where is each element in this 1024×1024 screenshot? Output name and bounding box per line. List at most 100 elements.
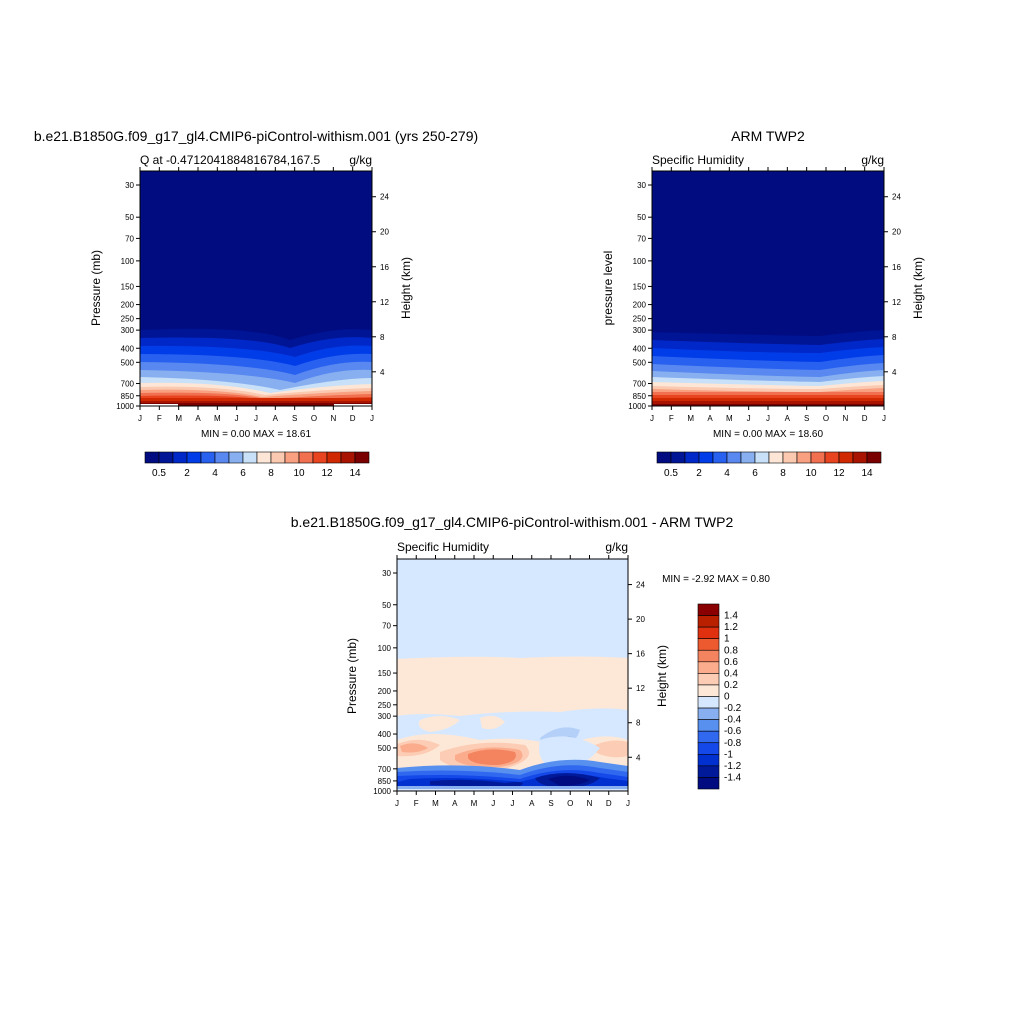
- pressure-tick-label: 1000: [373, 787, 391, 796]
- month-tick-label: M: [432, 799, 439, 808]
- colorbar-label: 1: [724, 634, 730, 645]
- colorbar-swatch: [242, 451, 258, 464]
- colorbar-swatch: [697, 615, 720, 628]
- month-tick-label: J: [254, 414, 258, 423]
- colorbar-label: -0.2: [724, 703, 742, 714]
- pressure-tick-label: 850: [121, 392, 135, 401]
- height-tick-label: 20: [892, 228, 901, 237]
- colorbar-label: -0.8: [724, 738, 742, 749]
- panel-2-stats: MIN = 0.00 MAX = 18.60: [713, 429, 823, 440]
- pressure-tick-label: 250: [633, 315, 647, 324]
- month-tick-label: M: [687, 414, 694, 423]
- colorbar-diff: 1.41.210.80.60.40.20-0.2-0.4-0.6-0.8-1-1…: [697, 603, 742, 790]
- panel-3-contours: [397, 559, 628, 791]
- colorbar-swatch: [697, 684, 720, 697]
- height-tick-label: 24: [636, 581, 645, 590]
- pressure-tick-label: 250: [378, 701, 392, 710]
- colorbar-swatch: [284, 451, 300, 464]
- colorbar-swatch: [670, 451, 686, 464]
- pressure-tick-label: 1000: [116, 402, 134, 411]
- height-tick-label: 4: [892, 368, 897, 377]
- colorbar-label: 14: [861, 468, 873, 479]
- month-tick-label: A: [707, 414, 713, 423]
- colorbar-label: -1.4: [724, 772, 742, 783]
- height-tick-label: 16: [892, 263, 901, 272]
- colorbar-label: 8: [268, 468, 274, 479]
- colorbar-label: 4: [212, 468, 218, 479]
- colorbar-swatch: [228, 451, 244, 464]
- height-tick-label: 24: [892, 193, 901, 202]
- colorbar-swatch: [697, 626, 720, 639]
- panel-2-ylabel: pressure level: [601, 251, 615, 326]
- colorbar-label: 12: [833, 468, 845, 479]
- month-tick-label: F: [157, 414, 162, 423]
- month-tick-label: J: [650, 414, 654, 423]
- pressure-tick-label: 700: [378, 765, 392, 774]
- contour-fill: [140, 403, 372, 406]
- colorbar-label: 6: [240, 468, 246, 479]
- colorbar-swatch: [697, 719, 720, 732]
- panel-3-ylabel: Pressure (mb): [345, 638, 359, 714]
- colorbar-swatch: [697, 696, 720, 709]
- colorbar-label: 14: [349, 468, 361, 479]
- panel-1-y2label: Height (km): [399, 257, 413, 319]
- pressure-tick-label: 300: [633, 326, 647, 335]
- colorbar-swatch: [810, 451, 826, 464]
- panel-1-stats: MIN = 0.00 MAX = 18.61: [201, 429, 311, 440]
- colorbar-label: -0.6: [724, 726, 742, 737]
- pressure-tick-label: 400: [378, 730, 392, 739]
- panel-1-title: b.e21.B1850G.f09_g17_gl4.CMIP6-piControl…: [34, 128, 478, 144]
- colorbar-label: 0: [724, 692, 730, 703]
- pressure-tick-label: 150: [633, 282, 647, 291]
- contour-fill: [430, 779, 523, 787]
- panel-1-left-label: Q at -0.4712041884816784,167.5: [140, 153, 320, 167]
- month-tick-label: S: [292, 414, 297, 423]
- month-tick-label: O: [311, 414, 317, 423]
- panel-3-units: g/kg: [605, 540, 628, 554]
- month-tick-label: S: [804, 414, 809, 423]
- height-tick-label: 16: [636, 650, 645, 659]
- colorbar-swatch: [697, 730, 720, 744]
- colorbar-label: 6: [752, 468, 758, 479]
- colorbar-swatch: [782, 451, 798, 464]
- pressure-tick-label: 300: [378, 712, 392, 721]
- colorbar-label: -1: [724, 749, 733, 760]
- panel-2-left-label: Specific Humidity: [652, 153, 744, 167]
- panel-1: b.e21.B1850G.f09_g17_gl4.CMIP6-piControl…: [34, 128, 478, 440]
- colorbar-swatch: [740, 451, 756, 464]
- colorbar-label: 10: [805, 468, 817, 479]
- month-tick-label: A: [273, 414, 279, 423]
- month-tick-label: J: [235, 414, 239, 423]
- pressure-tick-label: 200: [121, 301, 135, 310]
- colorbar-label: 2: [184, 468, 190, 479]
- height-tick-label: 8: [892, 333, 897, 342]
- pressure-tick-label: 150: [378, 669, 392, 678]
- colorbar-q-right: 0.5 2 4 6 8 10 12 14: [656, 451, 882, 479]
- height-tick-label: 4: [380, 368, 385, 377]
- height-tick-label: 8: [380, 333, 385, 342]
- colorbar-swatch: [144, 451, 160, 464]
- month-tick-label: D: [862, 414, 868, 423]
- month-tick-label: S: [548, 799, 553, 808]
- pressure-tick-label: 700: [121, 380, 135, 389]
- month-tick-label: O: [567, 799, 573, 808]
- colorbar-swatch: [768, 451, 784, 464]
- colorbar-label: 0.5: [664, 468, 678, 479]
- pressure-tick-label: 100: [121, 257, 135, 266]
- pressure-tick-label: 500: [633, 358, 647, 367]
- pressure-tick-label: 70: [125, 234, 134, 243]
- colorbar-swatch: [866, 451, 882, 464]
- colorbar-q-left: 0.5 2 4 6 8 10 12 14: [144, 451, 370, 479]
- colorbar-label: 1.4: [724, 611, 738, 622]
- pressure-tick-label: 850: [378, 777, 392, 786]
- colorbar-label: 0.4: [724, 668, 738, 679]
- colorbar-swatch: [326, 451, 342, 464]
- panel-1-contours: [140, 171, 372, 406]
- month-tick-label: A: [529, 799, 535, 808]
- panel-3-stats: MIN = -2.92 MAX = 0.80: [662, 574, 770, 585]
- colorbar-label: 1.2: [724, 622, 738, 633]
- pressure-tick-label: 700: [633, 380, 647, 389]
- colorbar-swatch: [697, 661, 720, 674]
